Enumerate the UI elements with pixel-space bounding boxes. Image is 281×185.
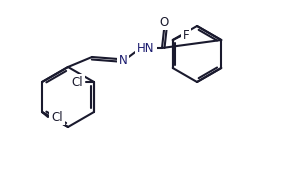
Text: N: N — [119, 53, 127, 66]
Text: Cl: Cl — [51, 110, 63, 124]
Text: Cl: Cl — [71, 75, 83, 88]
Text: HN: HN — [137, 41, 155, 55]
Text: O: O — [159, 16, 169, 28]
Text: F: F — [182, 28, 189, 41]
